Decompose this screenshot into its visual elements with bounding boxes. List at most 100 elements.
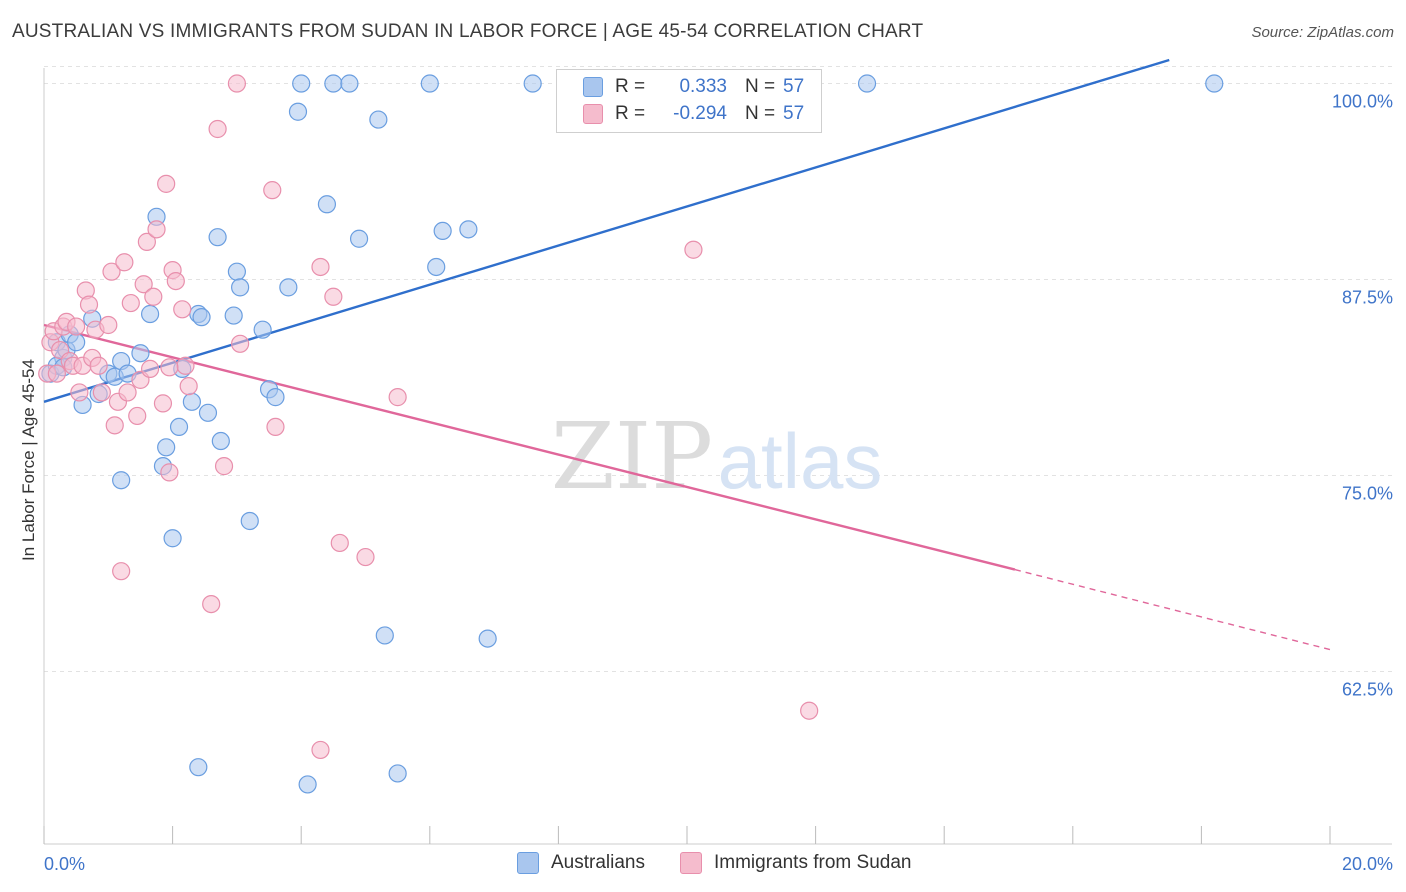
legend-label-australians: Australians: [551, 852, 645, 873]
data-points: [38, 74, 1224, 794]
australians-point: [131, 344, 150, 363]
australians-point: [224, 306, 243, 325]
sudan-point: [173, 300, 192, 319]
y-tick-label: 75.0%: [1342, 484, 1393, 504]
australians-point: [292, 74, 311, 93]
trend-lines: [43, 58, 1331, 651]
sudan-point: [176, 356, 195, 375]
legend-swatch-pink: [583, 104, 603, 124]
australians-point: [227, 262, 246, 281]
australians-point: [208, 228, 227, 247]
sudan-point: [134, 275, 153, 294]
australians-point: [375, 626, 394, 645]
legend-r-value: -0.294: [673, 103, 727, 124]
sudan-point: [121, 293, 140, 313]
axes: [43, 68, 1392, 845]
sudan-point: [89, 356, 108, 375]
legend-n-label: N =: [745, 103, 776, 124]
australians-point: [523, 74, 542, 93]
legend-row-australians: R = 0.333 N = 57: [583, 76, 804, 98]
australians-point: [420, 74, 439, 93]
australians-point: [211, 431, 230, 451]
sudan-point: [231, 334, 250, 353]
sudan-point: [137, 232, 156, 251]
australians-point: [192, 308, 211, 327]
australians-point: [140, 304, 160, 324]
sudan-point: [128, 406, 147, 426]
y-tick-label: 100.0%: [1332, 92, 1393, 112]
sudan-point: [47, 364, 66, 383]
australians-point: [157, 438, 176, 457]
sudan-point: [356, 547, 375, 567]
australians-point: [231, 278, 250, 297]
sudan-point: [684, 240, 703, 259]
legend-swatch-pink: [680, 852, 702, 874]
legend-n-label: N =: [745, 76, 776, 97]
australians-point: [163, 529, 182, 548]
sudan-point: [330, 533, 349, 553]
sudan-point: [99, 315, 118, 335]
australians-point: [240, 511, 259, 531]
sudan-point: [208, 119, 227, 139]
sudan-point: [153, 394, 173, 413]
watermark-atlas: atlas: [718, 417, 883, 505]
sudan-point: [144, 287, 163, 306]
legend-label-sudan: Immigrants from Sudan: [714, 852, 912, 873]
sudan-point: [166, 271, 185, 291]
australians-point: [317, 195, 337, 214]
australians-point: [67, 333, 86, 352]
x-tick-label: 0.0%: [44, 854, 85, 874]
tick-labels: 62.5% 75.0% 87.5% 100.0% 0.0% 20.0%: [44, 92, 1393, 874]
sudan-point: [112, 562, 131, 581]
australians-point: [427, 257, 446, 277]
chart-title: AUSTRALIAN VS IMMIGRANTS FROM SUDAN IN L…: [12, 21, 924, 42]
sudan-point: [102, 262, 121, 281]
australians-point: [279, 278, 298, 297]
legend-n-value: 57: [783, 76, 805, 97]
australians-point: [388, 764, 407, 783]
legend-item-australians[interactable]: Australians: [517, 852, 645, 874]
sudan-point: [92, 383, 111, 402]
sudan-point: [160, 463, 179, 482]
legend-swatch-blue: [517, 852, 539, 874]
australians-point: [433, 221, 452, 241]
sudan-point: [118, 383, 137, 402]
legend-swatch-blue: [583, 77, 603, 97]
australians-point: [288, 102, 308, 121]
sudan-point: [227, 74, 246, 93]
legend-item-sudan[interactable]: Immigrants from Sudan: [680, 852, 911, 874]
australians-point: [112, 471, 131, 490]
australians-point: [1205, 74, 1224, 93]
watermark-zip: ZIP: [551, 403, 713, 510]
legend-r-label: R =: [615, 76, 646, 97]
australians-point: [459, 220, 478, 239]
sudan-point: [800, 701, 819, 720]
australians-point: [340, 74, 359, 93]
legend-row-sudan: R = -0.294 N = 57: [583, 103, 804, 125]
x-tick-label: 20.0%: [1342, 854, 1393, 874]
sudan-point: [157, 174, 176, 193]
australians-point: [369, 110, 388, 129]
sudan-point: [147, 220, 166, 239]
australians-point: [298, 775, 317, 794]
sudan-point: [79, 295, 99, 314]
australians-point: [478, 629, 497, 648]
y-tick-label: 87.5%: [1342, 288, 1393, 308]
grid-lines: [44, 66, 1392, 673]
australians-point: [253, 320, 272, 339]
australians-point: [189, 758, 208, 777]
source-credit: Source: ZipAtlas.com: [1251, 24, 1394, 41]
australians-point: [198, 403, 218, 422]
legend-r-label: R =: [615, 103, 646, 124]
sudan-point: [388, 388, 407, 407]
australians-point: [857, 74, 877, 93]
sudan-point: [179, 377, 198, 396]
sudan-point: [70, 383, 89, 402]
legend-r-value: 0.333: [679, 76, 727, 97]
australians-point: [169, 417, 189, 437]
sudan-trend-extension: [1014, 568, 1331, 651]
australians-point: [266, 388, 285, 407]
australians-point: [349, 229, 369, 248]
sudan-point: [202, 594, 221, 614]
